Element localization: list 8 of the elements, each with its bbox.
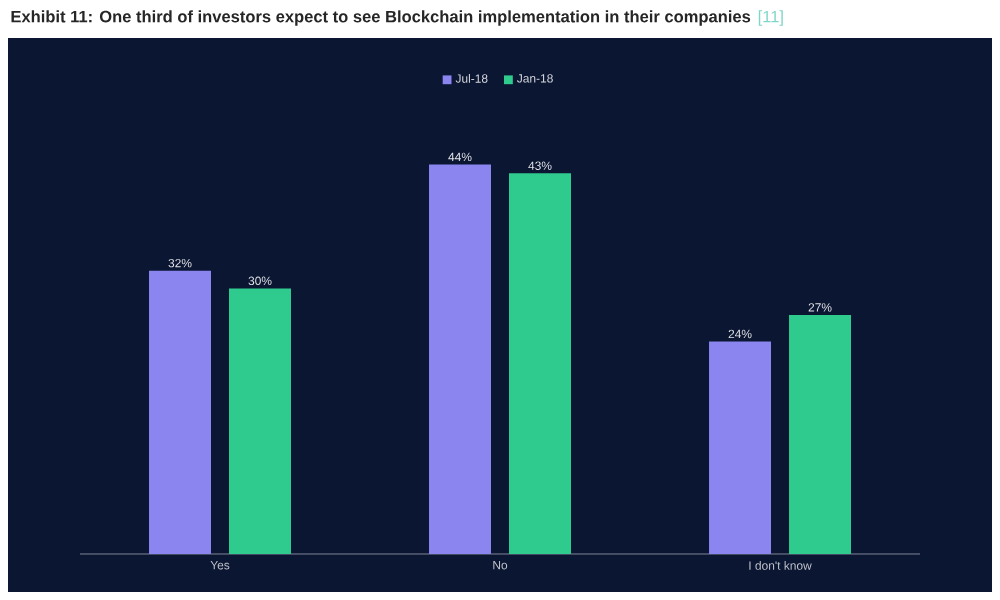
text: [11]: [758, 10, 783, 26]
bar: [509, 173, 572, 554]
chart-title: Exhibit 11: One third of investors expect to see Blockchain implementation in their companies: [11, 10, 751, 26]
bar: [149, 270, 212, 554]
bar: [429, 164, 492, 554]
bar: [229, 288, 292, 554]
bar: [709, 341, 772, 554]
bar: [789, 315, 852, 554]
